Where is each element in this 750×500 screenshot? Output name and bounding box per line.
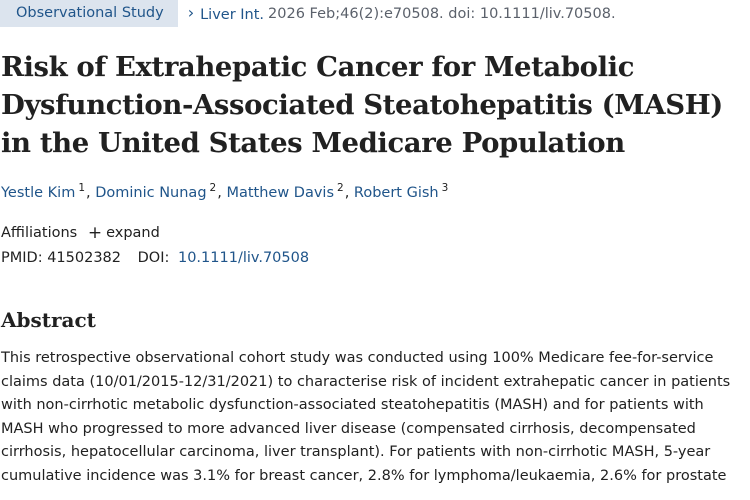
article-header-bar: Observational Study › Liver Int. 2026 Feb… [0,0,616,27]
publication-type-badge: Observational Study [0,0,178,27]
affiliation-number[interactable]: 2 [337,182,344,194]
article-title: Risk of Extrahepatic Cancer for Metaboli… [1,51,723,159]
abstract-line: MASH who progressed to more advanced liv… [1,420,696,437]
abstract-text: This retrospective observational cohort … [1,347,746,488]
author-link[interactable]: Matthew Davis [226,184,334,201]
author-link[interactable]: Dominic Nunag [95,184,207,201]
doi-label: DOI: [137,250,170,266]
author-item: Dominic Nunag 2 [95,182,217,201]
abstract-line: This retrospective observational cohort … [1,350,714,366]
affiliation-number[interactable]: 3 [441,182,449,194]
pmid-value: 41502382 [47,250,122,266]
plus-icon: + [87,223,103,243]
author-item: Yestle Kim 1 [1,182,86,201]
journal-name: Liver Int. [200,7,265,23]
article-identifiers: PMID: 41502382 DOI: 10.1111/liv.70508 [1,250,309,266]
citation-text: 2026 Feb;46(2):e70508. doi: 10.1111/liv.… [268,5,616,22]
affiliations-row: Affiliations + expand [1,222,160,243]
author-item: Matthew Davis 2 [226,182,344,201]
author-item: Robert Gish 3 [353,182,449,201]
affiliation-number[interactable]: 1 [78,182,85,194]
abstract-line: cumulative incidence was 3.1% for breast… [1,467,727,484]
pmid-label: PMID: [1,250,43,266]
doi-link[interactable]: 10.1111/liv.70508 [177,250,310,266]
author-link[interactable]: Yestle Kim [1,184,76,201]
author-link[interactable]: Robert Gish [353,184,439,201]
chevron-right-icon: › [187,3,195,22]
journal-link[interactable]: › Liver Int. [187,3,265,23]
expand-label: expand [106,225,160,241]
abstract-line: with non-cirrhotic metabolic dysfunction… [1,397,704,413]
abstract-line: cirrhosis, hepatocellular carcinoma, liv… [1,444,711,460]
abstract-line: claims data (10/01/2015-12/31/2021) to c… [1,373,731,390]
author-list: Yestle Kim 1, Dominic Nunag 2, Matthew Dav… [1,182,449,201]
affiliations-label: Affiliations [1,225,78,241]
expand-affiliations-button[interactable]: + expand [87,223,160,243]
affiliation-number[interactable]: 2 [209,182,217,194]
abstract-heading: Abstract [1,308,96,332]
